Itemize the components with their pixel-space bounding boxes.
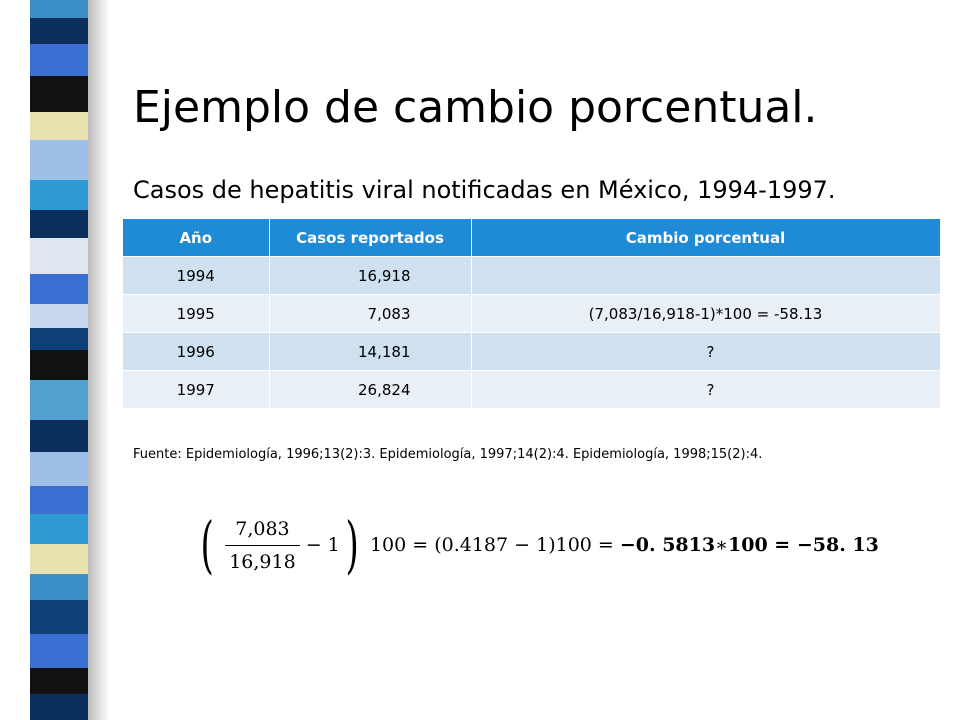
formula-bold-result: −0. 5813 <box>619 534 716 556</box>
decorative-stripe <box>30 304 88 328</box>
formula-expression: 100 = (0.4187 − 1)100 = <box>369 534 614 556</box>
formula-final-result: 100 = −58. 13 <box>728 534 879 556</box>
cases-cell: 16,918 <box>269 256 472 295</box>
formula-open-paren: ( <box>200 508 214 581</box>
cases-cell: 7,083 <box>269 294 472 333</box>
formula-fraction: 7,083 16,918 <box>225 517 300 573</box>
decorative-stripe <box>30 44 88 76</box>
percent-change-cell: ? <box>471 370 941 408</box>
decorative-stripe <box>30 18 88 44</box>
decorative-stripe <box>30 600 88 634</box>
year-cell: 1994 <box>123 256 270 295</box>
decorative-stripe <box>30 486 88 514</box>
decorative-stripe <box>30 514 88 544</box>
table-row: 1994 16,918 <box>123 256 941 295</box>
decorative-stripe <box>30 634 88 668</box>
table-header-row: Año Casos reportados Cambio porcentual <box>123 219 941 257</box>
column-header-year: Año <box>123 219 270 257</box>
decorative-stripe <box>30 140 88 180</box>
decorative-stripe <box>30 210 88 238</box>
decorative-stripe <box>30 380 88 420</box>
percent-change-cell: ? <box>471 332 941 371</box>
percent-change-formula: ( 7,083 16,918 − 1 ) 100 = (0.4187 − 1)1… <box>195 505 879 585</box>
hepatitis-cases-table: Año Casos reportados Cambio porcentual 1… <box>123 219 941 408</box>
percent-change-cell: (7,083/16,918-1)*100 = -58.13 <box>471 294 941 333</box>
decorative-stripe <box>30 112 88 140</box>
column-header-cases: Casos reportados <box>269 219 472 257</box>
stripe-shadow <box>88 0 110 720</box>
year-cell: 1996 <box>123 332 270 371</box>
decorative-stripe <box>30 544 88 574</box>
slide-title: Ejemplo de cambio porcentual. <box>133 82 818 133</box>
decorative-stripe <box>30 238 88 274</box>
decorative-stripe <box>30 0 88 18</box>
formula-close-paren: ) <box>345 508 359 581</box>
column-header-percent-change: Cambio porcentual <box>471 219 941 257</box>
decorative-stripe <box>30 420 88 452</box>
slide-subtitle: Casos de hepatitis viral notificadas en … <box>133 176 836 204</box>
table-row: 1995 7,083 (7,083/16,918-1)*100 = -58.13 <box>123 294 941 333</box>
cases-cell: 26,824 <box>269 370 472 408</box>
formula-minus-one: − 1 <box>305 534 340 556</box>
decorative-stripe <box>30 350 88 380</box>
formula-multiply: ∗ <box>715 534 729 556</box>
formula-numerator: 7,083 <box>235 517 290 540</box>
percent-change-cell <box>471 256 941 295</box>
decorative-stripe-band <box>30 0 88 720</box>
decorative-stripe <box>30 180 88 210</box>
formula-denominator: 16,918 <box>225 544 300 573</box>
table-row: 1997 26,824 ? <box>123 370 941 408</box>
decorative-stripe <box>30 574 88 600</box>
year-cell: 1995 <box>123 294 270 333</box>
decorative-stripe <box>30 328 88 350</box>
decorative-stripe <box>30 668 88 694</box>
year-cell: 1997 <box>123 370 270 408</box>
cases-cell: 14,181 <box>269 332 472 371</box>
table-row: 1996 14,181 ? <box>123 332 941 371</box>
decorative-stripe <box>30 76 88 112</box>
source-citation: Fuente: Epidemiología, 1996;13(2):3. Epi… <box>133 447 763 462</box>
decorative-stripe <box>30 274 88 304</box>
decorative-stripe <box>30 452 88 486</box>
decorative-stripe <box>30 694 88 720</box>
